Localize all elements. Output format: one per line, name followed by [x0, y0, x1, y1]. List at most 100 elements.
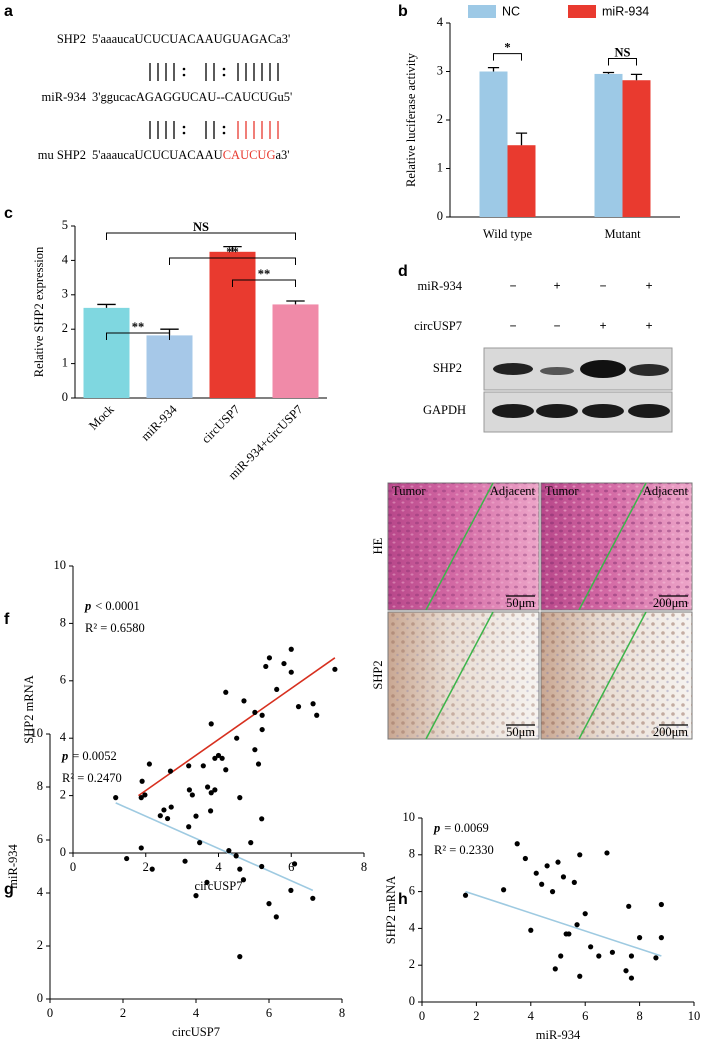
y-tick-label: 4: [60, 730, 67, 744]
point: [237, 795, 243, 801]
x-tick-label: 2: [120, 1006, 126, 1020]
point: [252, 747, 258, 753]
bar: [622, 80, 651, 217]
y-tick-label: 2: [62, 321, 68, 335]
point: [200, 763, 206, 769]
error-bar: [630, 73, 643, 81]
band: [582, 404, 624, 418]
x-tick-label: 0: [419, 1009, 425, 1023]
point: [514, 841, 520, 847]
panel-label: a: [4, 3, 13, 20]
point: [161, 807, 167, 813]
x-axis-label: circUSP7: [172, 1025, 220, 1039]
significance-label: **: [132, 320, 145, 334]
point: [558, 953, 564, 959]
point: [146, 761, 152, 767]
point: [628, 975, 635, 981]
significance-bracket: [608, 57, 637, 66]
x-tick-label: 0: [47, 1006, 53, 1020]
y-tick-label: 4: [62, 252, 69, 266]
panel-label: h: [398, 891, 408, 908]
band: [628, 404, 670, 418]
significance-bracket: [232, 279, 296, 287]
region-label: Tumor: [392, 484, 426, 498]
y-tick-label: 2: [60, 787, 66, 801]
point: [626, 903, 632, 909]
y-tick-label: 10: [31, 726, 44, 740]
pair-dot: [222, 73, 226, 77]
boundary-line: [578, 482, 647, 611]
point: [241, 698, 247, 704]
point: [552, 966, 558, 972]
p-symbol: p: [433, 821, 440, 835]
point: [223, 689, 229, 695]
error-bar: [286, 300, 305, 305]
y-axis-label: Relative luciferase activity: [404, 52, 418, 187]
x-tick-label: 6: [288, 860, 294, 874]
point: [577, 852, 583, 858]
point: [332, 666, 338, 672]
y-tick-label: 10: [403, 810, 416, 824]
band: [629, 364, 669, 376]
point: [226, 848, 232, 854]
point: [549, 889, 556, 895]
point: [560, 874, 567, 880]
blot: [483, 347, 673, 433]
point: [212, 787, 218, 793]
point: [571, 879, 577, 886]
error-bar: [97, 303, 116, 308]
band-label: GAPDH: [423, 403, 466, 417]
point: [462, 892, 469, 898]
significance-label: NS: [193, 220, 209, 234]
treatment-sign: +: [553, 279, 560, 293]
treatment-sign: +: [645, 319, 652, 333]
point: [186, 763, 192, 769]
panel-label: g: [4, 881, 14, 898]
point: [501, 887, 507, 893]
point: [544, 863, 550, 869]
treatment-sign: −: [509, 279, 516, 293]
y-tick-label: 6: [409, 883, 415, 897]
y-tick-label: 3: [437, 63, 443, 77]
point: [138, 845, 144, 851]
point: [113, 795, 119, 801]
x-tick-label: 0: [70, 860, 76, 874]
y-tick-label: 5: [62, 218, 68, 232]
point: [259, 712, 265, 718]
stat-r2: R² = 0.6580: [85, 621, 145, 635]
error-bar: [515, 132, 528, 146]
treatment-sign: +: [599, 319, 606, 333]
point: [223, 767, 229, 773]
x-tick-label: Wild type: [483, 227, 533, 241]
pair-dot: [222, 67, 226, 71]
y-tick-label: 3: [62, 287, 68, 301]
panel-label: f: [4, 611, 10, 628]
point: [582, 911, 588, 917]
point: [628, 953, 635, 959]
point: [566, 931, 572, 937]
significance-bracket: [106, 232, 296, 240]
point: [528, 927, 534, 933]
point: [288, 669, 294, 675]
point: [658, 901, 664, 908]
y-tick-label: 6: [37, 832, 43, 846]
bar: [507, 145, 536, 217]
error-bar: [487, 66, 500, 72]
x-tick-label: 4: [215, 860, 222, 874]
point: [208, 808, 214, 814]
point: [208, 721, 214, 727]
base-pairs: [149, 63, 279, 139]
fit-line: [465, 890, 662, 957]
significance-bracket: [106, 332, 170, 340]
p-symbol: p: [61, 749, 68, 763]
point: [237, 866, 243, 872]
micrograph-texture: [541, 483, 692, 610]
point: [186, 824, 192, 830]
point: [240, 877, 247, 883]
error-bar: [602, 71, 615, 74]
point: [266, 901, 272, 907]
x-tick-label: 2: [143, 860, 149, 874]
y-axis-label: Relative SHP2 expression: [32, 246, 46, 377]
point: [653, 955, 659, 961]
